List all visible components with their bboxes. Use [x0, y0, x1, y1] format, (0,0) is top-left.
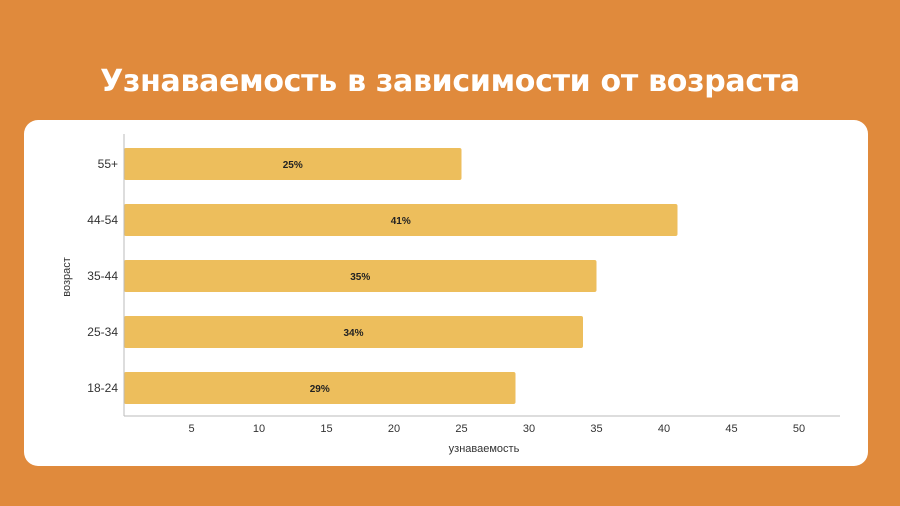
bar-chart: 5 10 15 20 25 30 35 40 45 50 55+ 44-54 35-44 25-34 18… — [61, 134, 840, 455]
data-label: 35% — [350, 272, 370, 283]
bar — [124, 372, 516, 404]
y-axis-title: возраст — [61, 257, 73, 297]
x-axis-title: узнаваемость — [449, 443, 520, 455]
data-label: 41% — [391, 216, 411, 227]
x-tick-label: 35 — [590, 423, 602, 435]
category-label: 44-54 — [87, 213, 118, 227]
bar — [124, 204, 678, 236]
bar — [124, 316, 583, 348]
y-category-labels: 55+ 44-54 35-44 25-34 18-24 — [87, 157, 118, 395]
chart-card: 5 10 15 20 25 30 35 40 45 50 55+ 44-54 35-44 25-34 18… — [24, 120, 868, 466]
data-labels: 25% 41% 35% 34% 29% — [283, 160, 411, 395]
x-tick-label: 50 — [793, 423, 805, 435]
x-tick-label: 15 — [320, 423, 332, 435]
x-tick-labels: 5 10 15 20 25 30 35 40 45 50 — [188, 423, 805, 435]
bar — [124, 148, 462, 180]
x-tick-label: 20 — [388, 423, 400, 435]
data-label: 25% — [283, 160, 303, 171]
data-label: 34% — [343, 328, 363, 339]
page-title: Узнаваемость в зависимости от возраста — [100, 64, 800, 99]
data-label: 29% — [310, 384, 330, 395]
category-label: 25-34 — [87, 325, 118, 339]
x-tick-label: 40 — [658, 423, 670, 435]
bar — [124, 260, 597, 292]
bars-layer — [124, 148, 678, 404]
x-tick-label: 5 — [188, 423, 194, 435]
x-tick-label: 10 — [253, 423, 265, 435]
x-tick-label: 30 — [523, 423, 535, 435]
category-label: 35-44 — [87, 269, 118, 283]
x-tick-label: 45 — [725, 423, 737, 435]
category-label: 18-24 — [87, 381, 118, 395]
category-label: 55+ — [98, 157, 118, 171]
x-tick-label: 25 — [455, 423, 467, 435]
